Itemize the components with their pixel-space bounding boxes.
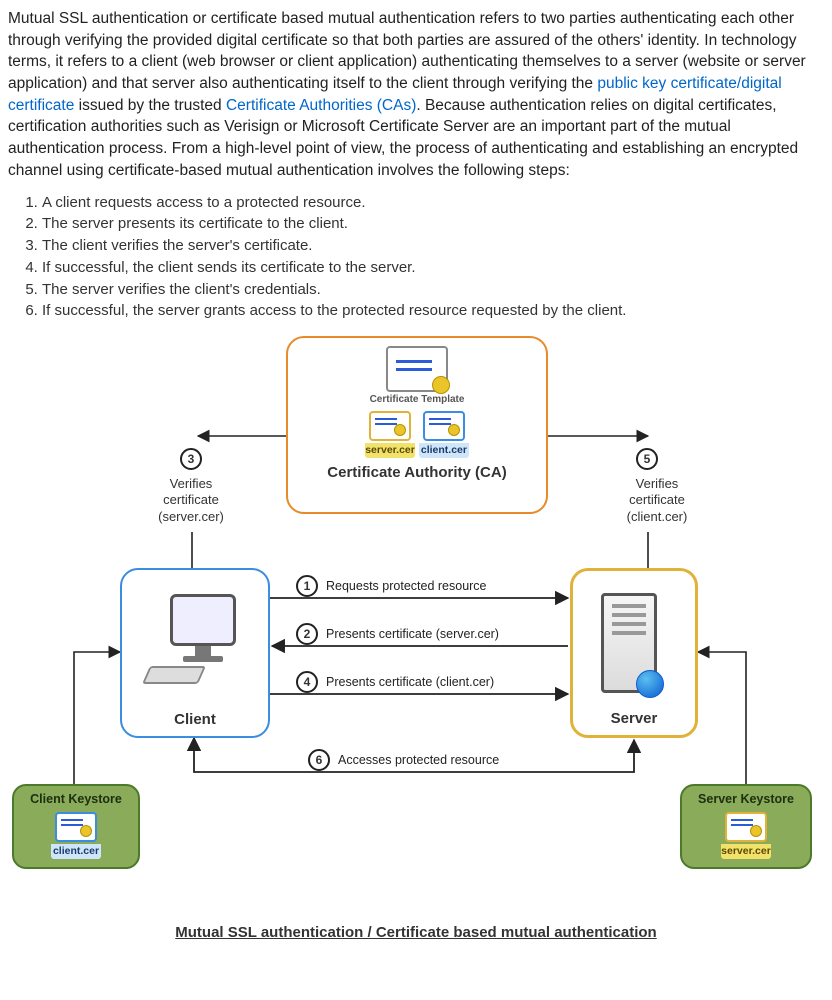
steps-list: A client requests access to a protected … xyxy=(42,192,824,323)
server-keystore-title: Server Keystore xyxy=(690,792,802,806)
step-2-label: Presents certificate (server.cer) xyxy=(326,627,499,641)
client-keystore-cert-label: client.cer xyxy=(51,844,101,859)
server-keystore-cert-icon xyxy=(725,812,767,842)
step-6: If successful, the server grants access … xyxy=(42,300,824,322)
verify-right-text: Verifies certificate (client.cer) xyxy=(602,476,712,525)
step-1: A client requests access to a protected … xyxy=(42,192,824,214)
step-5: The server verifies the client's credent… xyxy=(42,279,824,301)
mutual-ssl-diagram: Certificate Template server.cer client.c… xyxy=(8,336,824,916)
step-3-circle: 3 xyxy=(180,448,202,470)
step-1-circle: 1 xyxy=(296,575,318,597)
server-keystore-cert-label: server.cer xyxy=(721,844,771,859)
server-icon xyxy=(601,593,657,693)
server-label: Server xyxy=(573,710,695,727)
diagram-caption: Mutual SSL authentication / Certificate … xyxy=(8,924,824,941)
link-ca[interactable]: Certificate Authorities (CAs) xyxy=(226,97,416,114)
step-2-circle: 2 xyxy=(296,623,318,645)
step-1-label: Requests protected resource xyxy=(326,579,487,593)
computer-icon xyxy=(146,594,246,684)
para-b: issued by the trusted xyxy=(74,97,226,114)
certificate-template-icon xyxy=(386,346,448,392)
step-4-label: Presents certificate (client.cer) xyxy=(326,675,494,689)
client-keystore: Client Keystore client.cer xyxy=(12,784,140,869)
ca-title: Certificate Authority (CA) xyxy=(288,464,546,481)
intro-paragraph: Mutual SSL authentication or certificate… xyxy=(8,8,824,182)
client-keystore-title: Client Keystore xyxy=(22,792,130,806)
template-label: Certificate Template xyxy=(288,394,546,405)
client-box: Client xyxy=(120,568,270,738)
step-4-circle: 4 xyxy=(296,671,318,693)
ca-box: Certificate Template server.cer client.c… xyxy=(286,336,548,514)
client-keystore-cert-icon xyxy=(55,812,97,842)
server-keystore: Server Keystore server.cer xyxy=(680,784,812,869)
step-6-label: Accesses protected resource xyxy=(338,753,499,767)
step-5-circle: 5 xyxy=(636,448,658,470)
verify-left-text: Verifies certificate (server.cer) xyxy=(136,476,246,525)
ca-client-cert: client.cer xyxy=(419,409,469,458)
client-label: Client xyxy=(122,711,268,728)
step-6-circle: 6 xyxy=(308,749,330,771)
step-3: The client verifies the server's certifi… xyxy=(42,235,824,257)
ca-server-cert: server.cer xyxy=(365,409,415,458)
server-box: Server xyxy=(570,568,698,738)
step-2: The server presents its certificate to t… xyxy=(42,213,824,235)
step-4: If successful, the client sends its cert… xyxy=(42,257,824,279)
